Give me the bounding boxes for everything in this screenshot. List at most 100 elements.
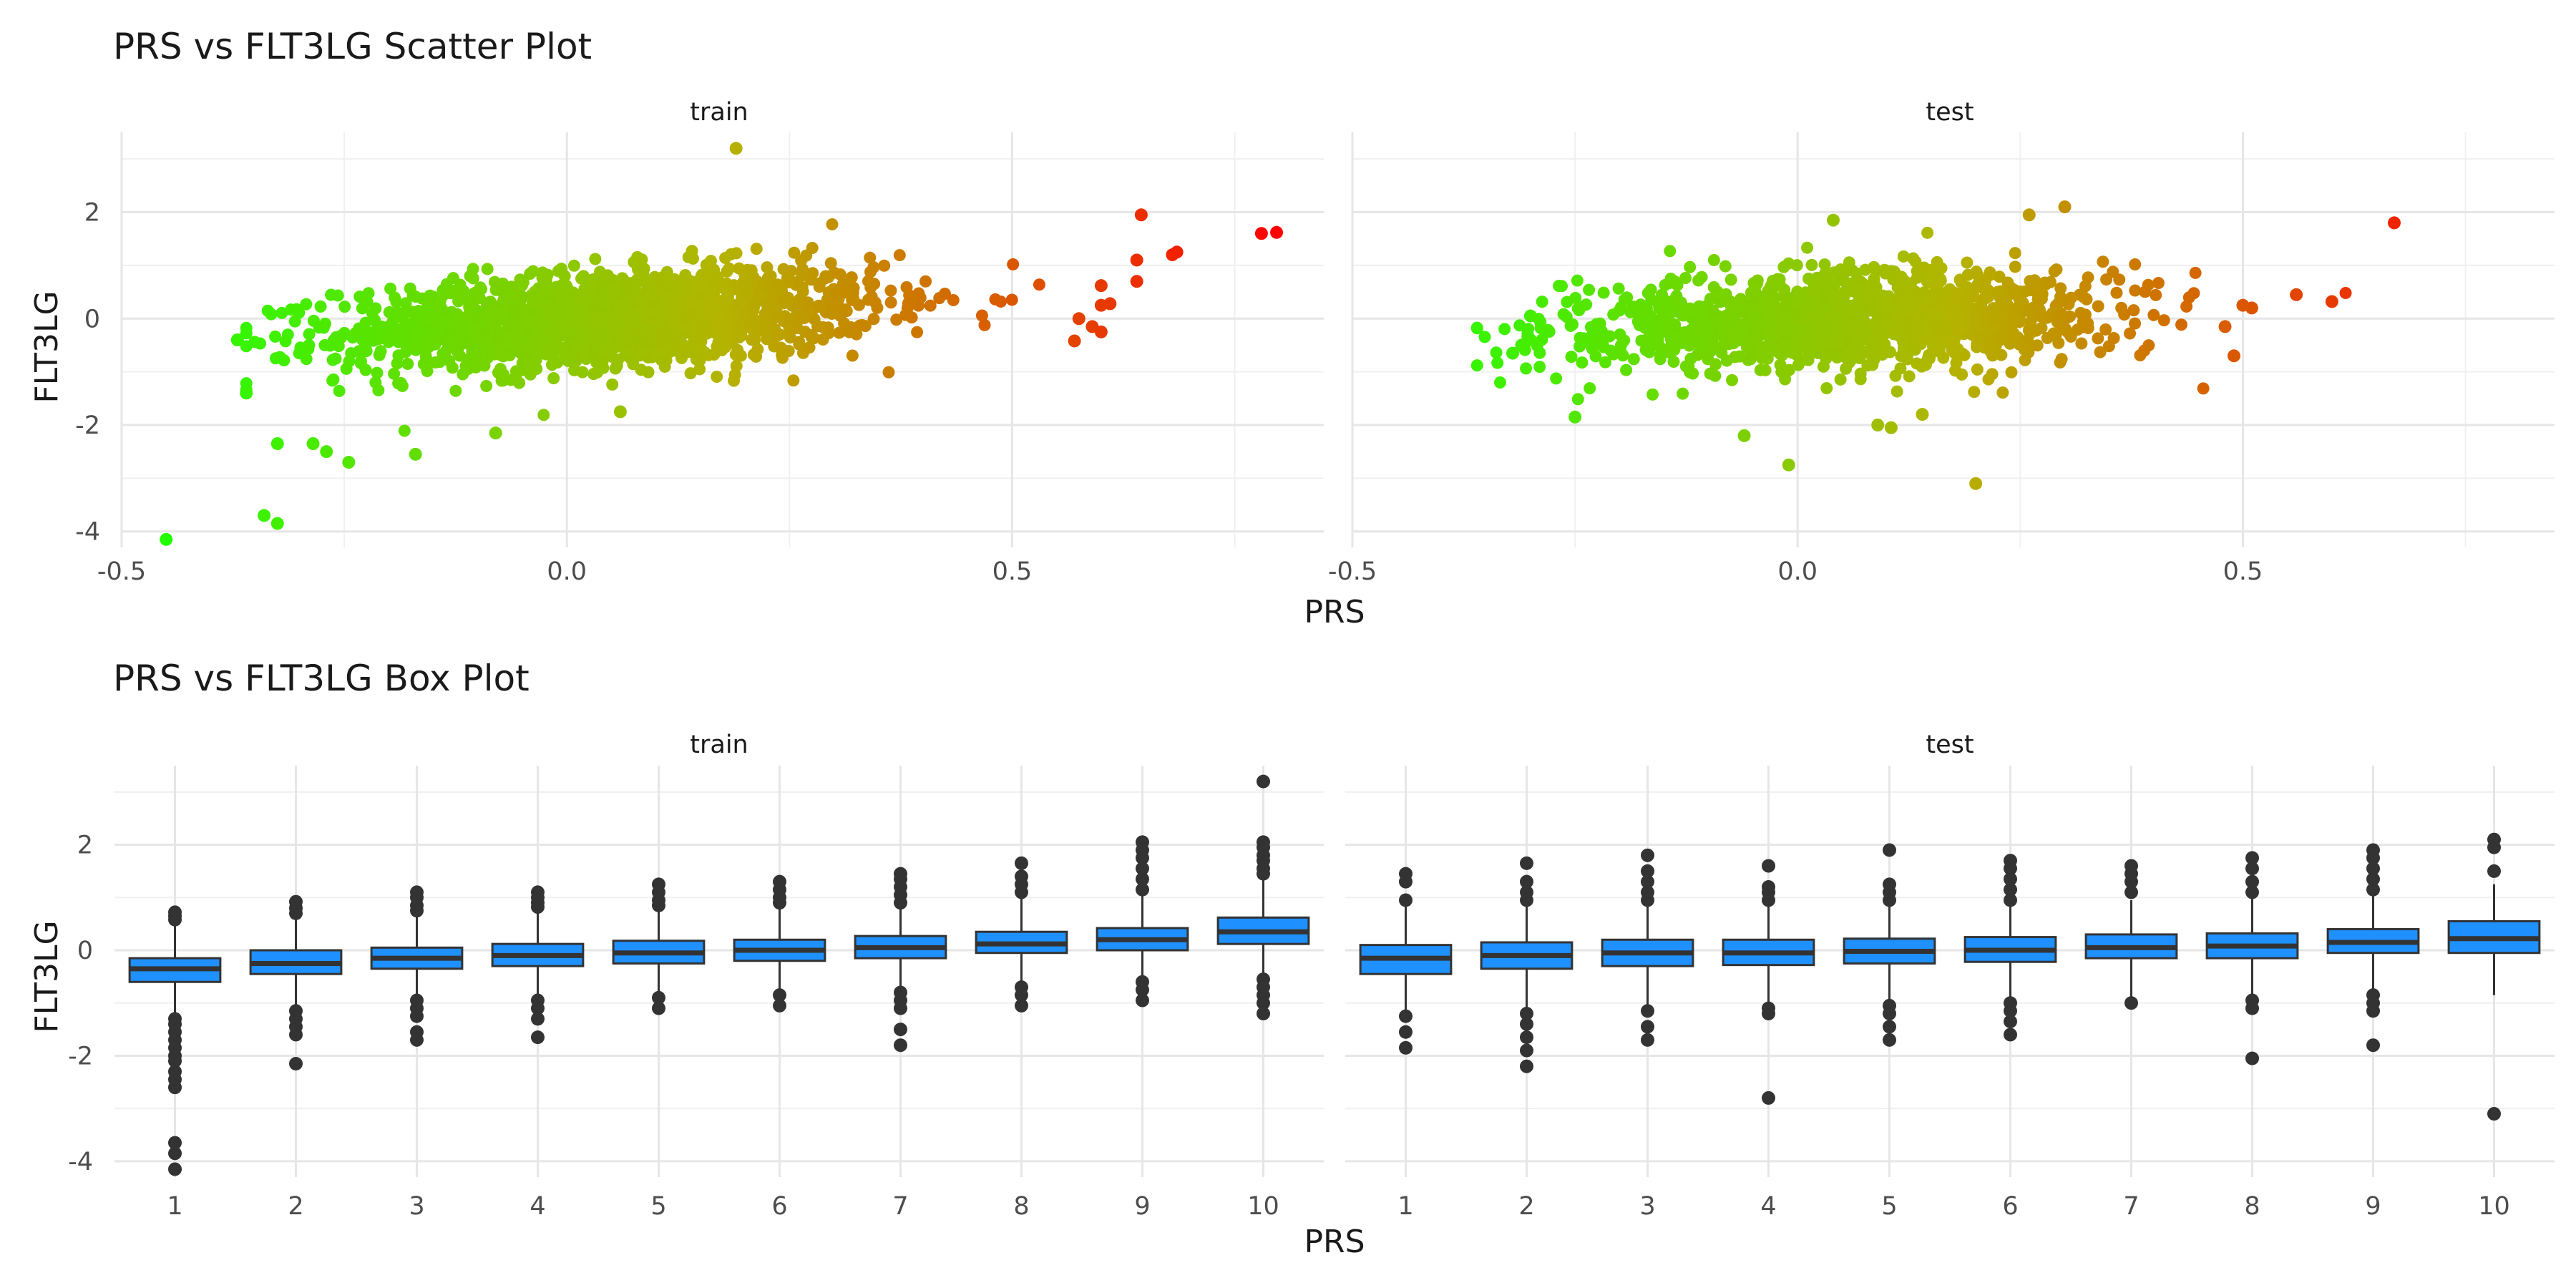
box-outlier: [2487, 1107, 2501, 1121]
data-point: [388, 367, 401, 380]
data-point: [1946, 311, 1959, 323]
data-point: [693, 318, 706, 331]
data-point: [541, 283, 554, 296]
data-point: [524, 359, 537, 372]
data-point: [356, 333, 369, 346]
data-point: [793, 338, 806, 351]
data-point: [1902, 291, 1915, 304]
data-point: [401, 358, 414, 371]
data-point: [1270, 225, 1284, 239]
data-point: [1996, 386, 2009, 399]
data-point: [258, 509, 271, 522]
data-point: [1714, 296, 1727, 308]
data-point: [1646, 388, 1659, 401]
data-point: [1599, 356, 1612, 369]
data-point: [396, 312, 409, 325]
data-point: [1769, 277, 1782, 290]
data-point: [314, 300, 327, 313]
data-point: [541, 268, 554, 281]
data-point: [1763, 301, 1776, 313]
data-point: [473, 292, 486, 305]
data-point: [730, 359, 743, 372]
data-point: [845, 271, 858, 284]
data-point: [373, 348, 386, 361]
boxplot-y-axis-title: FLT3LG: [29, 920, 65, 1033]
data-point: [1656, 295, 1669, 308]
data-point: [2080, 293, 2093, 306]
data-point: [826, 218, 839, 230]
data-point: [1854, 373, 1867, 386]
data-point: [523, 306, 536, 318]
data-point: [1639, 321, 1652, 334]
data-point: [1707, 280, 1720, 293]
data-point: [648, 270, 661, 283]
x-tick-label: 4: [530, 1192, 545, 1221]
data-point: [554, 286, 567, 299]
data-point: [2022, 324, 2035, 337]
data-point: [604, 347, 617, 360]
data-point: [1094, 298, 1108, 312]
data-point: [1782, 257, 1795, 270]
box-outlier: [1399, 1009, 1413, 1023]
data-point: [1654, 353, 1667, 366]
data-point: [1005, 293, 1018, 306]
data-point: [497, 374, 509, 387]
data-point: [2339, 286, 2352, 299]
data-point: [1941, 321, 1953, 333]
data-point: [1574, 301, 1587, 314]
scatter-facet-test-label: test: [1926, 98, 1974, 127]
data-point: [1902, 323, 1915, 336]
box-outlier: [2124, 885, 2138, 899]
data-point: [2113, 273, 2126, 286]
data-point: [828, 302, 841, 315]
data-point: [1709, 369, 1722, 382]
data-point: [2007, 313, 2020, 326]
data-point: [326, 353, 339, 366]
x-tick-label: 4: [1760, 1192, 1776, 1221]
data-point: [989, 293, 1002, 306]
box-outlier: [1015, 856, 1028, 870]
data-point: [494, 363, 507, 376]
data-point: [384, 282, 397, 295]
data-point: [1785, 344, 1797, 357]
data-point: [1801, 241, 1814, 254]
data-point: [1743, 340, 1756, 353]
box-outlier: [1520, 1006, 1533, 1020]
box-outlier: [1883, 1020, 1896, 1034]
data-point: [675, 293, 688, 306]
data-point: [924, 299, 937, 312]
data-point: [839, 286, 852, 299]
data-point: [2059, 323, 2072, 336]
box-outlier: [1136, 882, 1149, 897]
data-point: [1733, 350, 1746, 363]
data-point: [1892, 291, 1905, 304]
y-tick-label: 2: [77, 831, 93, 860]
data-point: [527, 265, 540, 278]
box-outlier: [1136, 862, 1149, 876]
data-point: [1094, 279, 1108, 293]
data-point: [1838, 316, 1850, 328]
data-point: [2092, 300, 2104, 313]
data-point: [1553, 279, 1566, 292]
data-point: [1493, 376, 1506, 389]
data-point: [1520, 362, 1533, 375]
data-point: [1932, 295, 1945, 308]
data-point: [1574, 331, 1586, 344]
data-point: [509, 365, 522, 378]
data-point: [560, 301, 573, 314]
y-tick-label: -2: [68, 1042, 93, 1070]
data-point: [1715, 346, 1728, 359]
data-point: [545, 358, 558, 371]
box-outlier: [1257, 1006, 1270, 1020]
data-point: [1170, 245, 1184, 259]
box-outlier: [652, 990, 665, 1005]
data-point: [1644, 335, 1657, 348]
data-point: [1533, 346, 1546, 359]
data-point: [372, 384, 385, 396]
data-point: [2054, 282, 2067, 295]
data-point: [1982, 373, 1995, 386]
data-point: [1719, 260, 1732, 273]
x-tick-label: -0.5: [1328, 557, 1377, 586]
box-outlier: [1762, 1091, 1775, 1105]
data-point: [470, 306, 483, 318]
